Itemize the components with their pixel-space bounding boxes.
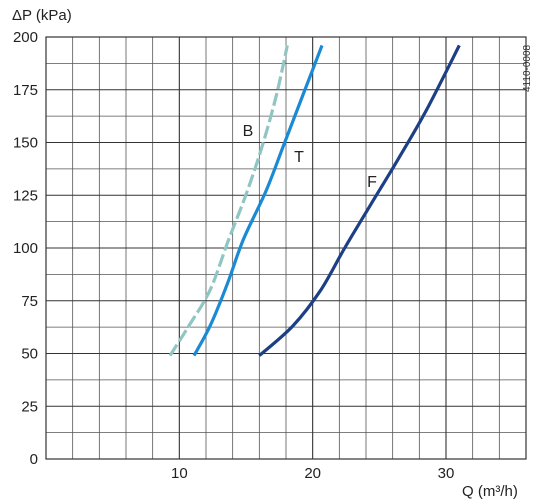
- series-layer: [168, 44, 461, 357]
- y-tick-label: 75: [21, 293, 38, 310]
- y-tick-label: 25: [21, 398, 38, 415]
- series-label-F: F: [367, 174, 377, 191]
- series-labels: B T F: [243, 123, 377, 191]
- y-tick-label: 150: [13, 135, 38, 152]
- x-tick-label: 30: [438, 465, 455, 482]
- y-tick-label: 175: [13, 82, 38, 99]
- figure-code: 4110-0008: [522, 44, 533, 92]
- tick-labels: 0 25 50 75 100 125 150 175 200 10 20 30: [13, 29, 454, 482]
- y-tick-label: 100: [13, 240, 38, 257]
- series-line-F: [258, 44, 461, 357]
- y-tick-label: 0: [30, 451, 38, 468]
- y-tick-label: 200: [13, 29, 38, 46]
- y-tick-label: 125: [13, 187, 38, 204]
- y-axis-title: ΔP (kPa): [12, 7, 72, 24]
- x-axis-title: Q (m³/h): [462, 483, 518, 500]
- series-line-T: [192, 44, 324, 357]
- y-tick-label: 50: [21, 346, 38, 363]
- series-label-T: T: [294, 149, 304, 166]
- x-tick-label: 10: [171, 465, 188, 482]
- series-label-B: B: [243, 123, 254, 140]
- plot-frame: [45, 36, 527, 460]
- series-line-B: [168, 45, 289, 357]
- x-tick-label: 20: [304, 465, 321, 482]
